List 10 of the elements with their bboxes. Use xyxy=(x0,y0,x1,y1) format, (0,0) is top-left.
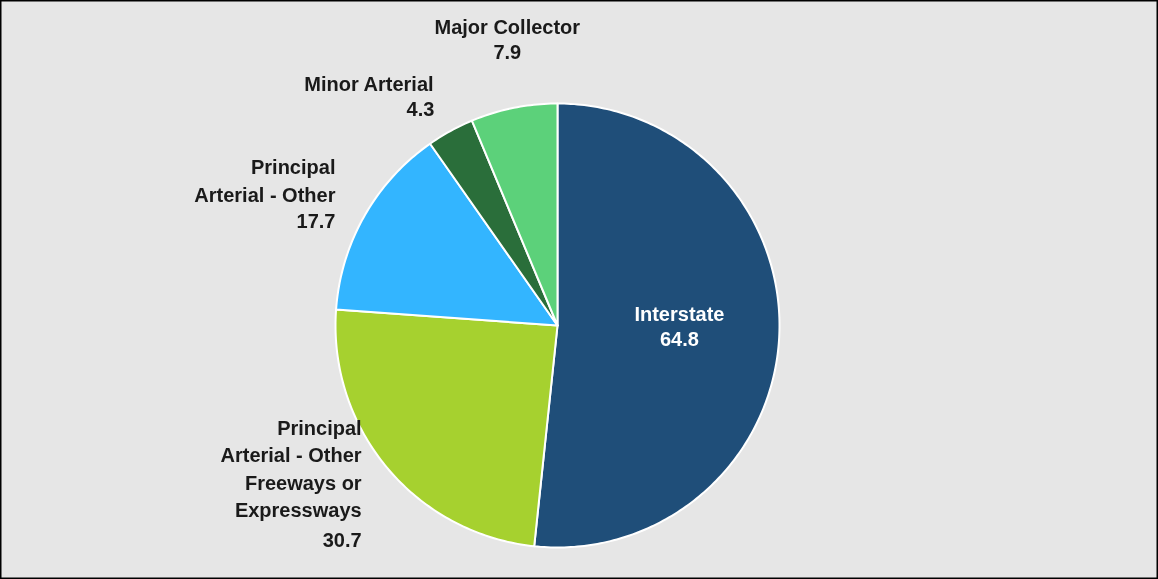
slice-label: Principal Arterial - Other Freeways or Expressways xyxy=(220,416,362,522)
data-label: 7.9 xyxy=(493,41,522,64)
data-label: 64.8 xyxy=(659,327,699,350)
data-label: 30.7 xyxy=(322,528,362,551)
data-label: 4.3 xyxy=(406,97,435,120)
slice-label: Principal Arterial - Other xyxy=(194,156,336,206)
data-label: 17.7 xyxy=(296,210,336,233)
slice-label: Minor Arterial xyxy=(304,72,434,95)
slice-label: Interstate xyxy=(634,302,725,325)
slice-label: Major Collector xyxy=(434,16,581,39)
